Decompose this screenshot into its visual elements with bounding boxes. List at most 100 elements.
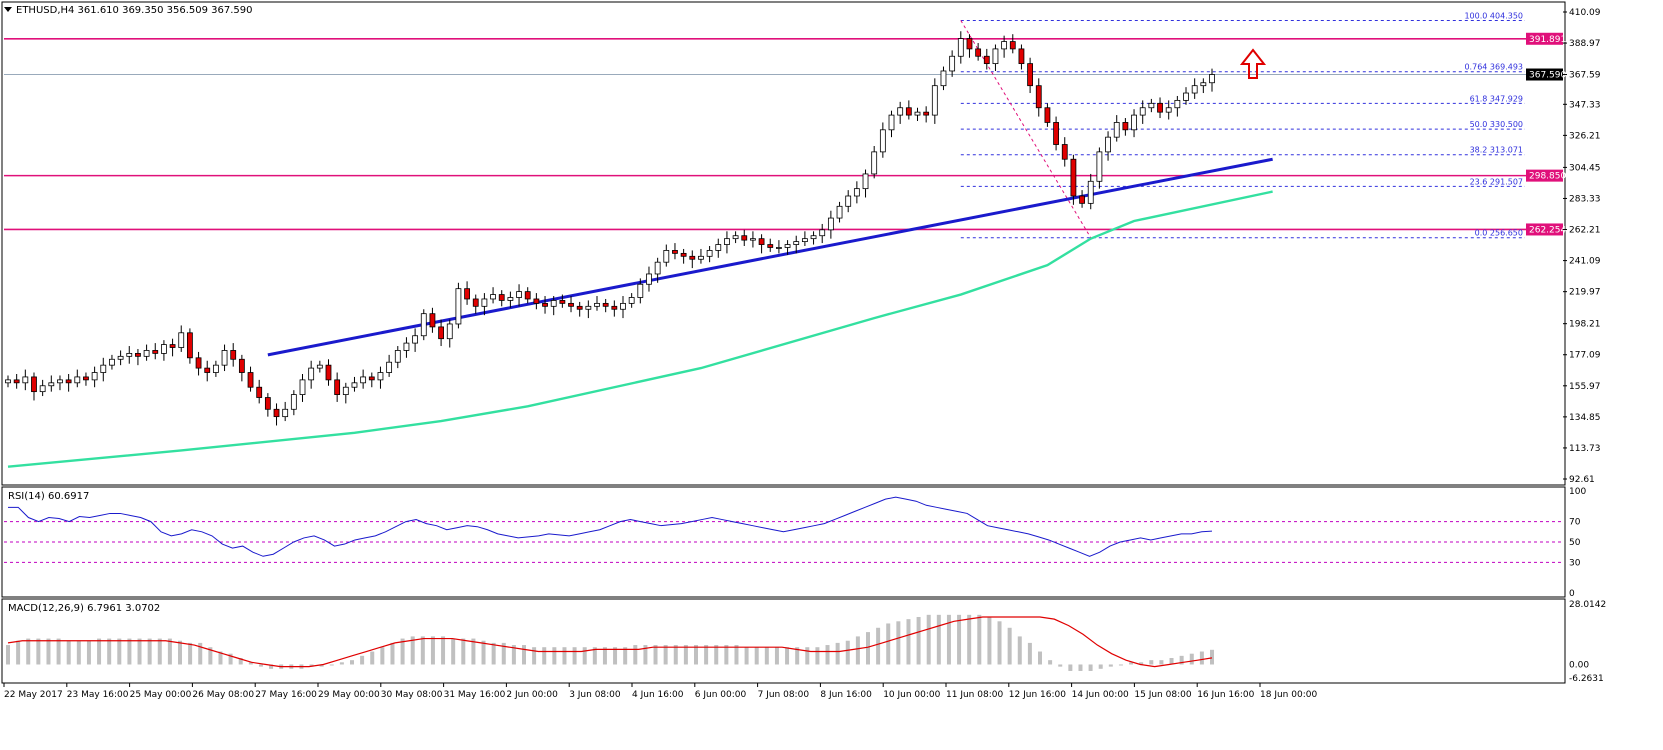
candle-body — [100, 364, 107, 373]
macd-histogram-bar — [461, 638, 466, 665]
candle-body — [706, 250, 713, 257]
macd-histogram-bar — [360, 655, 365, 665]
macd-histogram-bar — [1129, 662, 1134, 665]
time-tick-label: 3 Jun 08:00 — [569, 690, 621, 700]
candle-body — [351, 382, 358, 388]
candle-body — [923, 111, 930, 116]
candle-body — [966, 38, 973, 50]
price-tick-label: 113.73 — [1569, 444, 1601, 454]
macd-histogram-bar — [835, 642, 840, 665]
macd-histogram-bar — [522, 645, 526, 665]
macd-histogram-bar — [491, 642, 496, 665]
macd-histogram-bar — [1149, 660, 1154, 665]
candle-body — [429, 313, 436, 328]
level-price-tag — [1526, 223, 1563, 236]
candle-body — [1044, 107, 1051, 123]
time-tick-label: 16 Jun 16:00 — [1197, 690, 1254, 700]
candle-body — [1105, 136, 1111, 153]
macd-histogram-bar — [734, 645, 739, 665]
candle-body — [905, 107, 912, 116]
candle-body — [654, 261, 661, 275]
macd-histogram-bar — [400, 638, 405, 665]
fib-level-label: 61.8 347.929 — [1470, 94, 1523, 103]
macd-histogram-bar — [623, 647, 628, 665]
macd-histogram-bar — [572, 647, 577, 665]
macd-histogram-bar — [137, 638, 142, 665]
price-tick-label: 388.97 — [1569, 39, 1601, 49]
macd-histogram-bar — [592, 647, 597, 665]
macd-histogram-bar — [866, 632, 870, 665]
candle-body — [221, 350, 228, 366]
macd-histogram-bar — [6, 645, 10, 665]
macd-histogram-bar — [36, 638, 41, 665]
macd-histogram-bar — [86, 640, 91, 665]
candle-body — [897, 107, 904, 116]
candle-body — [446, 323, 453, 340]
macd-histogram-bar — [562, 647, 567, 665]
macd-histogram-bar — [97, 638, 102, 665]
candle-body — [524, 291, 531, 300]
candle-body — [282, 408, 289, 418]
macd-histogram-bar — [532, 647, 537, 665]
macd-histogram-bar — [471, 638, 476, 665]
price-tick-label: 326.21 — [1569, 131, 1601, 141]
macd-histogram-bar — [309, 664, 314, 667]
candle-body — [39, 385, 46, 393]
macd-histogram-bar — [350, 660, 354, 665]
candle-body — [758, 238, 765, 245]
macd-histogram-bar — [481, 640, 486, 665]
macd-histogram-bar — [552, 647, 557, 665]
last-price-tag — [1526, 68, 1563, 81]
time-tick-label: 27 May 16:00 — [255, 690, 317, 700]
candle-body — [594, 302, 600, 307]
candle-body — [386, 361, 393, 373]
candle-body — [377, 372, 384, 381]
macd-histogram-bar — [319, 664, 324, 667]
macd-histogram-bar — [238, 658, 243, 665]
macd-histogram-bar — [825, 645, 830, 665]
candle-body — [360, 376, 367, 384]
candle-body — [689, 255, 696, 260]
macd-histogram-bar — [633, 645, 638, 665]
candle-body — [455, 288, 462, 325]
macd-histogram-bar — [906, 619, 911, 665]
macd-histogram-bar — [602, 647, 607, 665]
candle-body — [74, 376, 81, 384]
candle-body — [845, 195, 852, 207]
fib-level-label: 38.2 313.071 — [1470, 146, 1523, 155]
candle-body — [109, 358, 115, 366]
macd-histogram-bar — [1027, 642, 1032, 665]
macd-histogram-bar — [56, 638, 61, 665]
candle-body — [949, 55, 956, 72]
candle-body — [273, 408, 280, 418]
macd-histogram-bar — [1017, 636, 1022, 665]
candle-body — [65, 379, 72, 384]
candle-body — [57, 379, 63, 384]
macd-histogram-bar — [441, 636, 446, 665]
rsi-tick-label: 0 — [1569, 589, 1575, 599]
macd-histogram-bar — [613, 647, 618, 665]
candle-body — [1139, 107, 1146, 116]
candle-body — [507, 297, 514, 301]
candle-body — [724, 238, 730, 245]
candle-body — [48, 382, 55, 387]
candle-body — [1027, 63, 1034, 87]
macd-histogram-bar — [977, 614, 982, 665]
rsi-tick-label: 70 — [1569, 518, 1581, 528]
candle-body — [602, 302, 609, 307]
level-price-tag — [1526, 169, 1563, 182]
candle-body — [204, 367, 211, 373]
candle-body — [1053, 122, 1059, 145]
candle-body — [178, 332, 185, 348]
macd-histogram-bar — [390, 642, 395, 665]
macd-histogram-bar — [46, 638, 51, 665]
price-tick-label: 410.09 — [1569, 8, 1601, 18]
last-price-label: 367.590 — [1529, 71, 1566, 81]
candles-layer — [5, 31, 1215, 426]
rsi-tick-label: 100 — [1569, 487, 1586, 497]
time-tick-label: 6 Jun 00:00 — [695, 690, 747, 700]
macd-title: MACD(12,26,9) 6.7961 3.0702 — [8, 603, 160, 614]
symbol-menu-triangle-icon[interactable] — [4, 7, 12, 12]
candle-body — [568, 302, 574, 307]
